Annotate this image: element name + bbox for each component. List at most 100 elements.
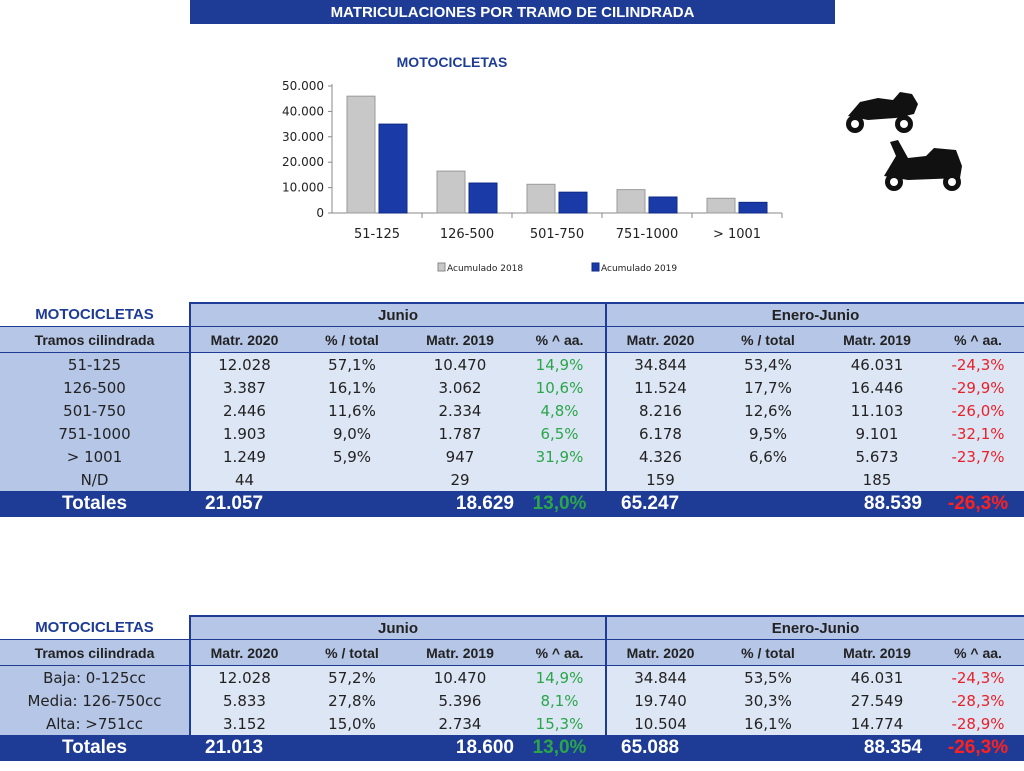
y-tick-label: 40.000 — [282, 104, 324, 118]
table-by-segment: MOTOCICLETAS Junio Enero-Junio Tramos ci… — [0, 615, 1024, 761]
value-cell: 12.028 — [189, 352, 298, 376]
col-header: Matr. 2019 — [822, 639, 932, 666]
row-label: Baja: 0-125cc — [0, 665, 190, 689]
value-cell — [298, 468, 406, 491]
row-label: 751-1000 — [0, 422, 190, 445]
value-cell: 4.326 — [605, 445, 714, 468]
value-cell: 27,8% — [298, 689, 406, 712]
pct-change-cell: -26,0% — [932, 399, 1024, 422]
section-label: MOTOCICLETAS — [35, 306, 154, 323]
value-cell: 34.844 — [605, 352, 714, 376]
table-row: 51-125 12.028 57,1% 10.470 14,9% 34.844 53,4% 4… — [0, 352, 1024, 376]
totals-pct: 13,0% — [514, 491, 606, 517]
row-label: Alta: >751cc — [0, 712, 190, 735]
registrations-bar-chart: MOTOCICLETAS 0 10.000 20.000 30.000 40.000 50… — [282, 54, 783, 274]
col-header: Matr. 2020 — [605, 639, 714, 666]
row-label: 126-500 — [0, 376, 190, 399]
pct-change-cell: 14,9% — [514, 665, 606, 689]
value-cell: 2.334 — [406, 399, 514, 422]
period-header-june: Junio — [189, 302, 606, 327]
pct-change-cell — [932, 468, 1024, 491]
col-header: % ^ aa. — [514, 639, 606, 666]
value-cell: 6.178 — [605, 422, 714, 445]
row-label: 51-125 — [0, 352, 190, 376]
value-cell: 3.387 — [189, 376, 298, 399]
totals-row: Totales 21.013 18.600 13,0% 65.088 88.35… — [0, 735, 1024, 761]
pct-change-cell: 8,1% — [514, 689, 606, 712]
col-header: % ^ aa. — [932, 326, 1024, 353]
pct-change-cell: 4,8% — [514, 399, 606, 422]
pct-change-cell: 15,3% — [514, 712, 606, 735]
value-cell: 34.844 — [605, 665, 714, 689]
value-cell: 46.031 — [822, 665, 932, 689]
y-tick-label: 30.000 — [282, 130, 324, 144]
col-header: % / total — [298, 639, 406, 666]
value-cell: 159 — [605, 468, 714, 491]
row-label: 501-750 — [0, 399, 190, 422]
col-header: Matr. 2020 — [189, 639, 298, 666]
pct-change-cell: 6,5% — [514, 422, 606, 445]
value-cell: 1.249 — [189, 445, 298, 468]
value-cell: 8.216 — [605, 399, 714, 422]
pct-change-cell: 10,6% — [514, 376, 606, 399]
value-cell: 44 — [189, 468, 298, 491]
motorcycle-icons — [846, 92, 962, 191]
value-cell: 16,1% — [298, 376, 406, 399]
totals-value: 18.600 — [406, 735, 514, 761]
value-cell: 27.549 — [822, 689, 932, 712]
section-label: MOTOCICLETAS — [35, 619, 154, 636]
table-row: > 1001 1.249 5,9% 947 31,9% 4.326 6,6% 5.673 -23… — [0, 445, 1024, 468]
totals-label: Totales — [0, 735, 190, 761]
value-cell: 185 — [822, 468, 932, 491]
value-cell: 1.903 — [189, 422, 298, 445]
pct-change-cell: -23,7% — [932, 445, 1024, 468]
pct-change-cell: -24,3% — [932, 665, 1024, 689]
row-header: Tramos cilindrada — [0, 639, 190, 666]
value-cell: 53,4% — [714, 352, 822, 376]
period-header-ytd: Enero-Junio — [604, 302, 1024, 327]
table-row: N/D 44 29 159 185 — [0, 468, 1024, 491]
legend-swatch — [437, 262, 446, 272]
value-cell: 16.446 — [822, 376, 932, 399]
totals-value: 88.354 — [822, 735, 932, 761]
value-cell: 12.028 — [189, 665, 298, 689]
value-cell: 11.524 — [605, 376, 714, 399]
value-cell: 11,6% — [298, 399, 406, 422]
value-cell: 53,5% — [714, 665, 822, 689]
totals-pct: -26,3% — [932, 735, 1024, 761]
x-tick-label: 51-125 — [354, 227, 400, 242]
table-row: Media: 126-750cc 5.833 27,8% 5.396 8,1% 19.74… — [0, 689, 1024, 712]
value-cell: 10.470 — [406, 665, 514, 689]
row-label: Media: 126-750cc — [0, 689, 190, 712]
row-label: N/D — [0, 468, 190, 491]
table-row: 751-1000 1.903 9,0% 1.787 6,5% 6.178 9,5% 9.101… — [0, 422, 1024, 445]
value-cell: 3.152 — [189, 712, 298, 735]
bar-2018 — [706, 197, 736, 214]
bar-2019 — [468, 182, 498, 214]
value-cell: 16,1% — [714, 712, 822, 735]
bar-2018 — [526, 183, 556, 214]
y-tick-label: 0 — [316, 206, 324, 220]
bar-2018 — [616, 189, 646, 214]
table-row: 126-500 3.387 16,1% 3.062 10,6% 11.524 17,7% 16… — [0, 376, 1024, 399]
value-cell: 10.470 — [406, 352, 514, 376]
pct-change-cell: -28,9% — [932, 712, 1024, 735]
bar-2019 — [378, 123, 408, 214]
totals-value: 65.088 — [605, 735, 714, 761]
legend-label: Acumulado 2019 — [601, 264, 677, 274]
x-tick-label: 751-1000 — [616, 227, 679, 242]
value-cell: 15,0% — [298, 712, 406, 735]
x-tick-label: 501-750 — [530, 227, 584, 242]
value-cell: 14.774 — [822, 712, 932, 735]
legend-swatch — [591, 262, 600, 272]
value-cell: 5,9% — [298, 445, 406, 468]
table-row: 501-750 2.446 11,6% 2.334 4,8% 8.216 12,6% 11.1… — [0, 399, 1024, 422]
bar-2019 — [648, 196, 678, 214]
bar-2019 — [738, 201, 768, 214]
row-header: Tramos cilindrada — [0, 326, 190, 353]
period-header-ytd: Enero-Junio — [604, 615, 1024, 640]
table-row: Alta: >751cc 3.152 15,0% 2.734 15,3% 10.504 16… — [0, 712, 1024, 735]
value-cell: 9.101 — [822, 422, 932, 445]
y-tick-label: 10.000 — [282, 181, 324, 195]
pct-change-cell: -32,1% — [932, 422, 1024, 445]
